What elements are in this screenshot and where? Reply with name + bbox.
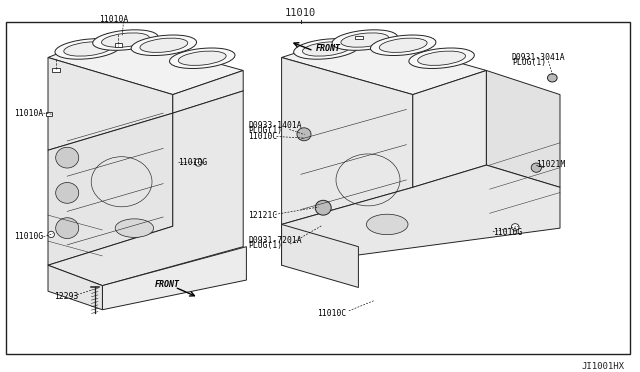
Ellipse shape xyxy=(140,38,188,52)
Polygon shape xyxy=(48,113,173,265)
Ellipse shape xyxy=(93,30,158,50)
Bar xyxy=(52,68,60,71)
Ellipse shape xyxy=(56,183,79,203)
Ellipse shape xyxy=(418,51,465,65)
Ellipse shape xyxy=(511,224,519,230)
Text: FRONT: FRONT xyxy=(155,280,180,289)
Ellipse shape xyxy=(303,42,350,56)
Text: 11010G: 11010G xyxy=(178,158,207,167)
Text: 11010G: 11010G xyxy=(493,228,522,237)
Polygon shape xyxy=(48,58,173,150)
Ellipse shape xyxy=(170,48,235,68)
Ellipse shape xyxy=(294,39,359,59)
Text: PLUG(1): PLUG(1) xyxy=(248,126,282,135)
Bar xyxy=(46,112,52,116)
Text: 11010C: 11010C xyxy=(248,132,278,141)
Polygon shape xyxy=(48,91,243,286)
Text: 11021M: 11021M xyxy=(536,160,566,169)
Polygon shape xyxy=(282,58,413,224)
Ellipse shape xyxy=(102,33,149,47)
Ellipse shape xyxy=(115,219,154,237)
Ellipse shape xyxy=(548,74,557,82)
Text: FRONT: FRONT xyxy=(316,45,341,54)
Ellipse shape xyxy=(315,200,332,215)
Ellipse shape xyxy=(341,33,388,47)
Bar xyxy=(355,36,363,39)
Text: 11010A: 11010A xyxy=(14,109,44,118)
Polygon shape xyxy=(282,33,486,94)
Text: D0933-1401A: D0933-1401A xyxy=(248,121,302,130)
Polygon shape xyxy=(282,224,358,288)
Ellipse shape xyxy=(55,39,120,59)
Polygon shape xyxy=(48,33,243,94)
Polygon shape xyxy=(282,165,560,265)
Text: 12121C: 12121C xyxy=(248,211,278,220)
Text: PLUG(1): PLUG(1) xyxy=(512,58,546,67)
Ellipse shape xyxy=(409,48,474,68)
Text: JI1001HX: JI1001HX xyxy=(581,362,624,371)
Polygon shape xyxy=(173,70,243,113)
Ellipse shape xyxy=(531,163,541,172)
Ellipse shape xyxy=(297,128,311,141)
Polygon shape xyxy=(48,265,102,310)
Polygon shape xyxy=(102,247,246,310)
Ellipse shape xyxy=(179,51,226,65)
Ellipse shape xyxy=(56,218,79,238)
Ellipse shape xyxy=(64,42,111,56)
Text: 11010C: 11010C xyxy=(317,309,346,318)
Text: D0931-3041A: D0931-3041A xyxy=(512,53,566,62)
Ellipse shape xyxy=(366,214,408,235)
Ellipse shape xyxy=(195,159,202,166)
Text: D0931-7201A: D0931-7201A xyxy=(248,236,302,245)
Ellipse shape xyxy=(332,30,397,50)
Ellipse shape xyxy=(371,35,436,55)
Polygon shape xyxy=(486,70,560,187)
Bar xyxy=(6,22,630,354)
Text: 11010G: 11010G xyxy=(14,232,44,241)
Ellipse shape xyxy=(131,35,196,55)
Text: 11010A: 11010A xyxy=(99,15,129,24)
Text: PLUG(1): PLUG(1) xyxy=(248,241,282,250)
Ellipse shape xyxy=(380,38,427,52)
Ellipse shape xyxy=(48,231,54,238)
Text: 12293: 12293 xyxy=(54,292,79,301)
Ellipse shape xyxy=(56,147,79,168)
Polygon shape xyxy=(413,70,486,187)
Text: 11010: 11010 xyxy=(285,8,316,18)
Bar xyxy=(115,44,122,47)
